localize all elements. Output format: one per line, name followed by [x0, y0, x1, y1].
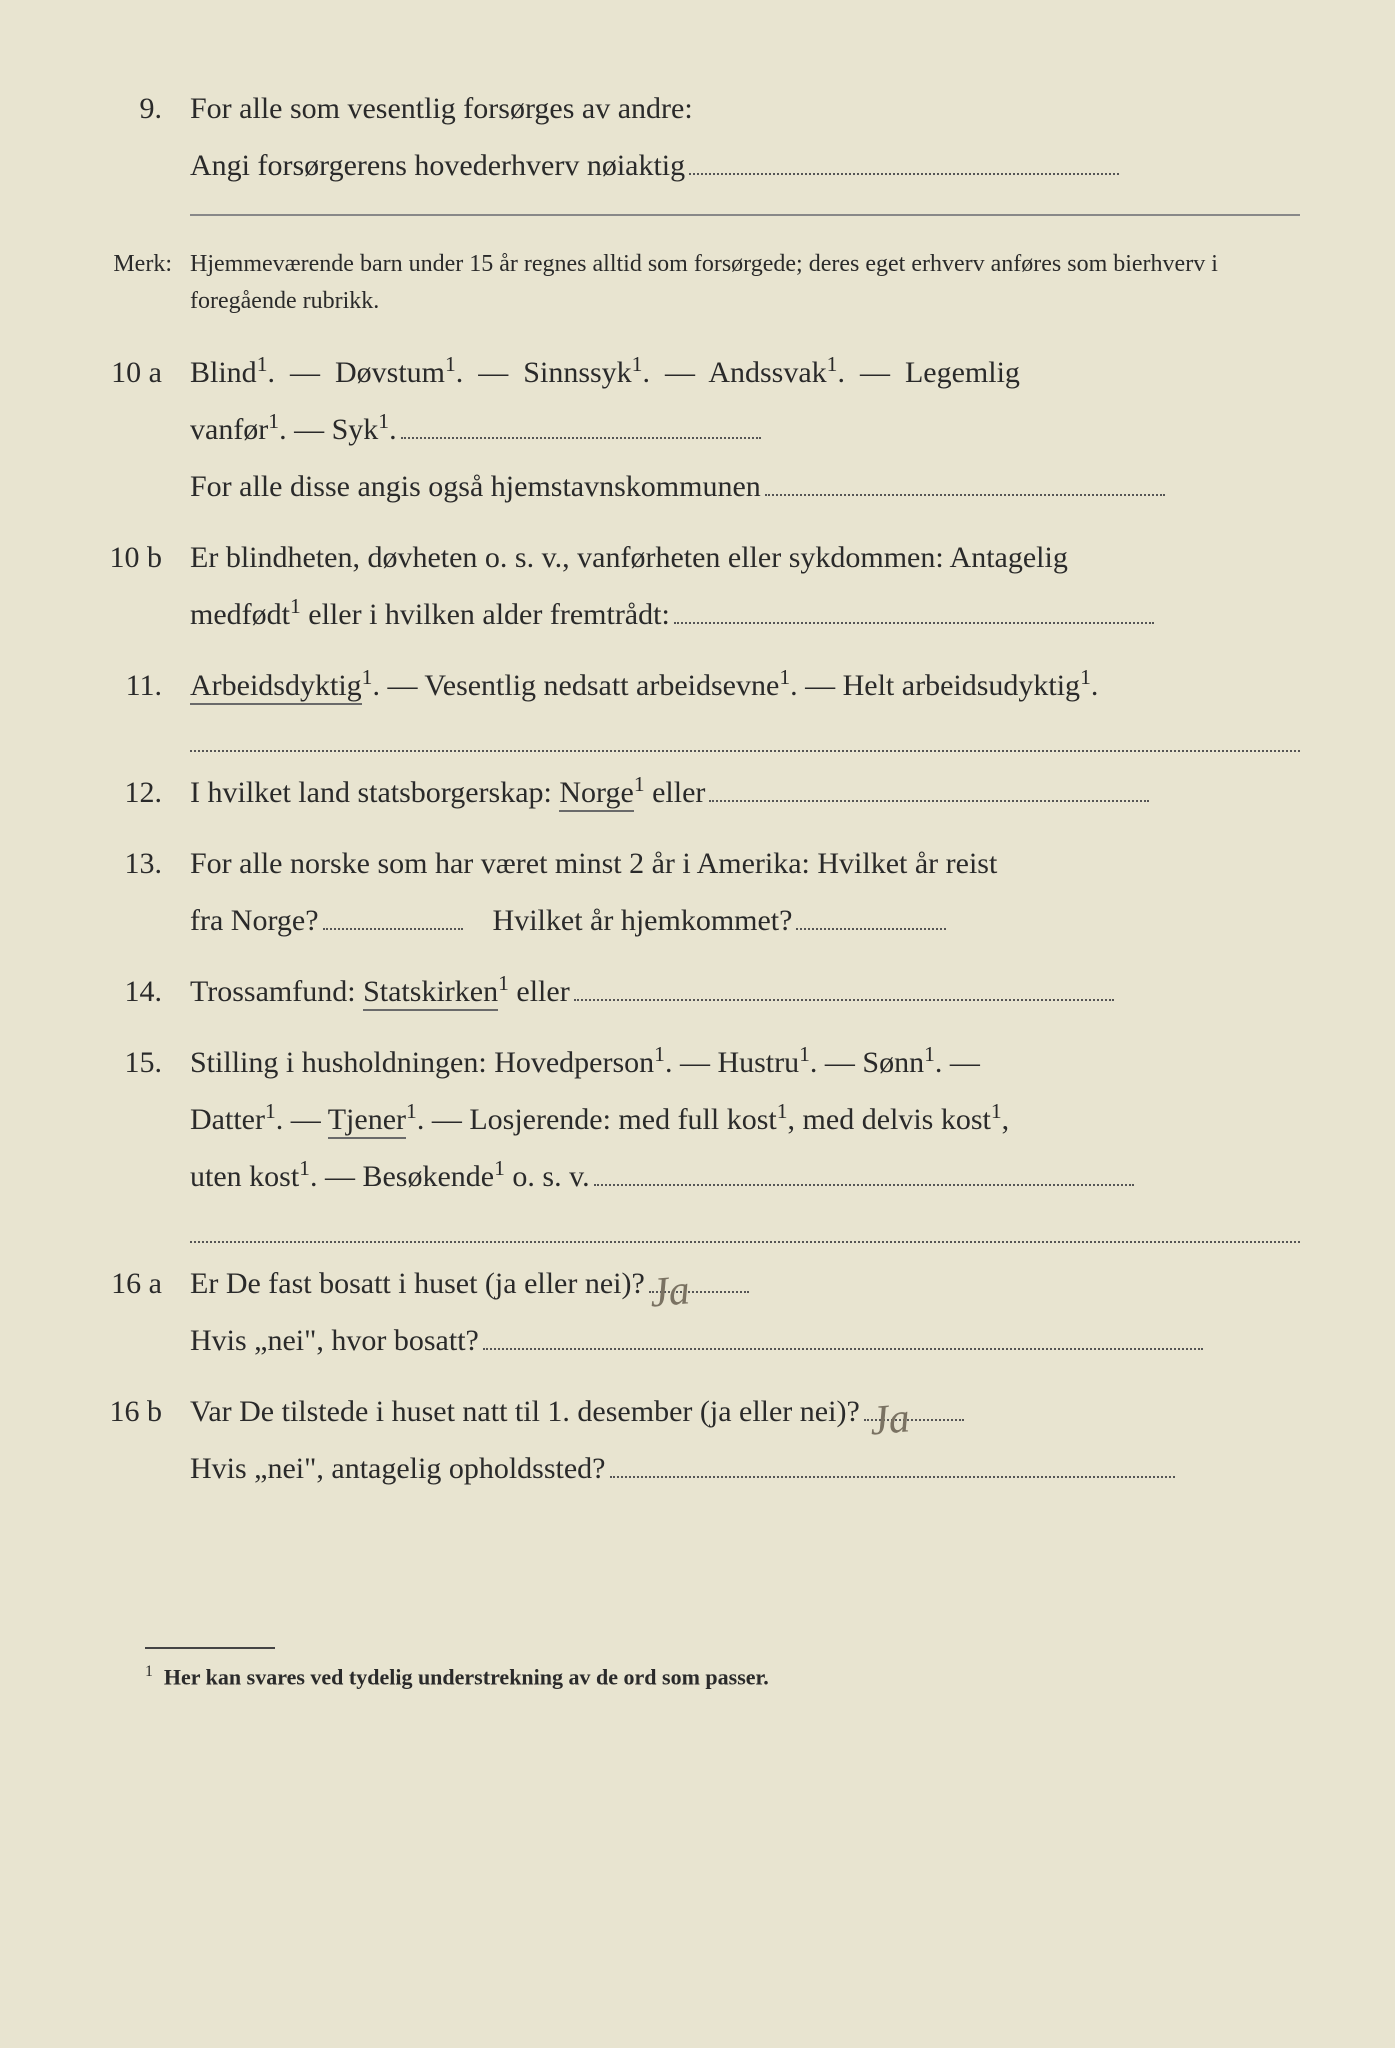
q12-text-b: eller	[645, 776, 706, 809]
q15-line3b: . — Besøkende	[310, 1160, 494, 1193]
q16b-blank2[interactable]	[610, 1476, 1175, 1478]
q16a-answer-blank[interactable]: Ja	[649, 1291, 749, 1293]
q16a-answer: Ja	[646, 1252, 692, 1335]
q13-blank2[interactable]	[796, 928, 946, 930]
question-13: 13. For alle norske som har været minst …	[95, 835, 1300, 949]
q14-blank[interactable]	[574, 999, 1114, 1001]
q10a-line3: For alle disse angis også hjemstavnskomm…	[190, 470, 761, 503]
merk-label: Merk:	[95, 246, 190, 283]
question-9: 9. For alle som vesentlig forsørges av a…	[95, 80, 1300, 194]
question-10a: 10 a Blind1. — Døvstum1. — Sinnssyk1. — …	[95, 344, 1300, 515]
q16a-blank2[interactable]	[483, 1348, 1203, 1350]
q10b-line2b: eller i hvilken alder fremtrådt:	[301, 598, 670, 631]
q16a-number: 16 a	[95, 1258, 190, 1311]
q13-blank1[interactable]	[323, 928, 463, 930]
divider-dotted-1	[190, 750, 1300, 752]
q9-line1: For alle som vesentlig forsørges av andr…	[190, 92, 693, 125]
question-11: 11. Arbeidsdyktig1. — Vesentlig nedsatt …	[95, 657, 1300, 714]
census-form-page: 9. For alle som vesentlig forsørges av a…	[95, 80, 1300, 1988]
q10a-vanfor[interactable]: vanfør	[190, 413, 268, 446]
q16a-line2: Hvis „nei", hvor bosatt?	[190, 1324, 479, 1357]
q9-content: For alle som vesentlig forsørges av andr…	[190, 80, 1300, 194]
q16b-answer-blank[interactable]: Ja	[864, 1419, 964, 1421]
divider-dotted-2	[190, 1241, 1300, 1243]
q16b-content: Var De tilstede i huset natt til 1. dese…	[190, 1383, 1300, 1497]
q16b-answer: Ja	[866, 1380, 912, 1463]
question-16a: 16 a Er De fast bosatt i huset (ja eller…	[95, 1255, 1300, 1369]
q12-number: 12.	[95, 767, 190, 820]
q10b-blank[interactable]	[674, 622, 1154, 624]
q15-tjener[interactable]: Tjener	[328, 1103, 406, 1139]
q15-content: Stilling i husholdningen: Hovedperson1. …	[190, 1034, 1300, 1205]
q15-line2c: . — Losjerende: med full kost	[417, 1103, 777, 1136]
q11-number: 11.	[95, 660, 190, 713]
q16a-content: Er De fast bosatt i huset (ja eller nei)…	[190, 1255, 1300, 1369]
q12-norge[interactable]: Norge	[559, 776, 633, 812]
q10a-content: Blind1. — Døvstum1. — Sinnssyk1. — Andss…	[190, 344, 1300, 515]
q14-content: Trossamfund: Statskirken1 eller	[190, 963, 1300, 1020]
q15-line3c: o. s. v.	[505, 1160, 590, 1193]
q15-a: Stilling i husholdningen: Hovedperson	[190, 1046, 654, 1079]
question-10b: 10 b Er blindheten, døvheten o. s. v., v…	[95, 529, 1300, 643]
question-12: 12. I hvilket land statsborgerskap: Norg…	[95, 764, 1300, 821]
q12-content: I hvilket land statsborgerskap: Norge1 e…	[190, 764, 1300, 821]
q15-number: 15.	[95, 1037, 190, 1090]
q16a-line1: Er De fast bosatt i huset (ja eller nei)…	[190, 1267, 645, 1300]
divider-1	[190, 214, 1300, 216]
q13-content: For alle norske som har været minst 2 år…	[190, 835, 1300, 949]
q14-statskirken[interactable]: Statskirken	[363, 975, 498, 1011]
q10a-opt-sinnssyk[interactable]: Sinnssyk	[523, 356, 631, 389]
q16b-number: 16 b	[95, 1386, 190, 1439]
q10a-blank1[interactable]	[401, 437, 761, 439]
q15-c: . — Sønn	[810, 1046, 924, 1079]
q10a-opt-blind[interactable]: Blind	[190, 356, 257, 389]
q16b-line2: Hvis „nei", antagelig opholdssted?	[190, 1452, 606, 1485]
q15-d: . —	[935, 1046, 980, 1079]
q14-text-a: Trossamfund:	[190, 975, 363, 1008]
footnote-num: 1	[145, 1663, 153, 1680]
q15-line2d: , med delvis kost	[788, 1103, 991, 1136]
q10b-content: Er blindheten, døvheten o. s. v., vanfør…	[190, 529, 1300, 643]
footnote: 1 Her kan svares ved tydelig understrekn…	[145, 1663, 1300, 1690]
q10a-opt-dovstum[interactable]: Døvstum	[335, 356, 445, 389]
q14-text-b: eller	[509, 975, 570, 1008]
q16b-line1: Var De tilstede i huset natt til 1. dese…	[190, 1395, 860, 1428]
q15-line3a: uten kost	[190, 1160, 299, 1193]
q10a-blank2[interactable]	[765, 494, 1165, 496]
q9-blank[interactable]	[689, 173, 1119, 175]
footnote-separator	[145, 1647, 275, 1649]
q13-number: 13.	[95, 838, 190, 891]
q10b-number: 10 b	[95, 532, 190, 585]
q15-blank[interactable]	[594, 1184, 1134, 1186]
q15-datter[interactable]: Datter	[190, 1103, 265, 1136]
q10a-number: 10 a	[95, 347, 190, 400]
q11-content: Arbeidsdyktig1. — Vesentlig nedsatt arbe…	[190, 657, 1300, 714]
q10a-opt-andssvak[interactable]: Andssvak	[708, 356, 826, 389]
q12-text-a: I hvilket land statsborgerskap:	[190, 776, 559, 809]
q9-number: 9.	[95, 83, 190, 136]
q11-end: . — Helt arbeidsudyktig	[790, 669, 1080, 702]
q10b-line1: Er blindheten, døvheten o. s. v., vanfør…	[190, 541, 1068, 574]
q12-blank[interactable]	[709, 800, 1149, 802]
q15-b: . — Hustru	[665, 1046, 799, 1079]
q13-line1: For alle norske som har været minst 2 år…	[190, 847, 997, 880]
q14-number: 14.	[95, 966, 190, 1019]
question-14: 14. Trossamfund: Statskirken1 eller	[95, 963, 1300, 1020]
q13-line2a: fra Norge?	[190, 904, 319, 937]
q13-line2b: Hvilket år hjemkommet?	[493, 904, 793, 937]
q9-line2: Angi forsørgerens hovederhverv nøiaktig	[190, 149, 685, 182]
merk-note: Merk: Hjemmeværende barn under 15 år reg…	[95, 246, 1300, 320]
question-16b: 16 b Var De tilstede i huset natt til 1.…	[95, 1383, 1300, 1497]
q11-mid: . — Vesentlig nedsatt arbeidsevne	[372, 669, 779, 702]
q10a-opt-legemlig: Legemlig	[905, 356, 1020, 389]
q11-arbeidsdyktig[interactable]: Arbeidsdyktig	[190, 669, 362, 705]
q10b-medfodt[interactable]: medfødt	[190, 598, 290, 631]
footnote-text: Her kan svares ved tydelig understreknin…	[164, 1665, 769, 1690]
merk-text: Hjemmeværende barn under 15 år regnes al…	[190, 246, 1300, 320]
q10a-syk[interactable]: Syk	[332, 413, 379, 446]
question-15: 15. Stilling i husholdningen: Hovedperso…	[95, 1034, 1300, 1205]
